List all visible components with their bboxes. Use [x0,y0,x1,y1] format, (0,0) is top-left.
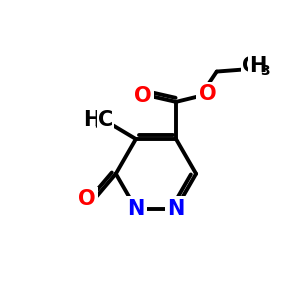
Text: 3: 3 [260,64,270,78]
Text: N: N [127,199,145,218]
Text: H: H [83,110,100,130]
Text: H: H [249,56,266,76]
Text: O: O [134,86,151,106]
Text: 3: 3 [94,117,104,131]
Text: O: O [78,189,96,209]
Text: C: C [98,110,113,130]
Text: N: N [167,199,185,218]
Text: C: C [242,56,257,76]
Text: O: O [199,84,217,104]
